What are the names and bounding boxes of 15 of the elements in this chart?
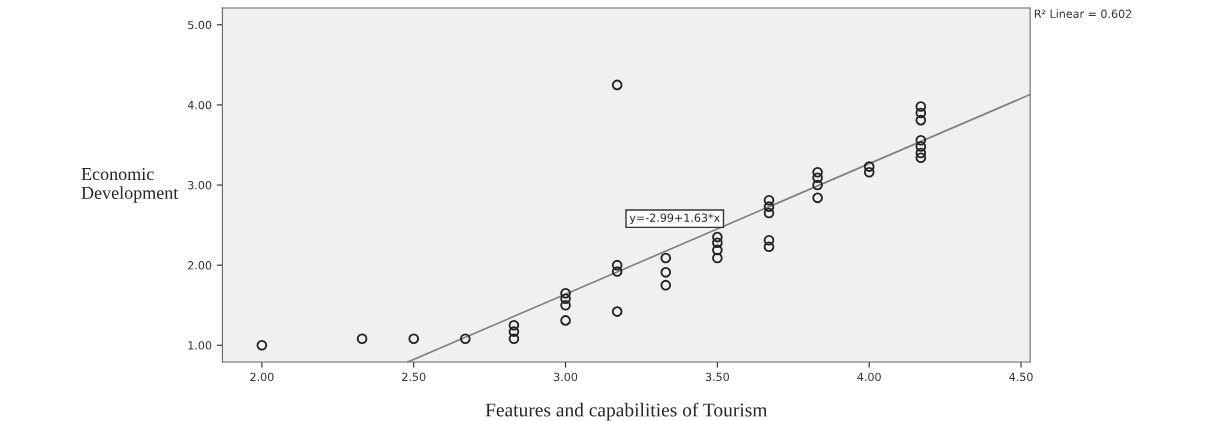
annotation: y=-2.99+1.63*x xyxy=(629,213,720,225)
x-tick-label: 3.50 xyxy=(705,372,730,382)
x-tick-label: 2.50 xyxy=(402,372,426,382)
x-tick-label: 4.50 xyxy=(1009,372,1033,382)
x-tick-label: 3.00 xyxy=(554,372,578,382)
y-axis-title: Economic Development xyxy=(81,167,179,203)
text: R² Linear = 0.602 xyxy=(1034,9,1132,18)
y-tick-label: 2.00 xyxy=(188,261,212,270)
x-tick-label: 2.00 xyxy=(250,372,274,382)
y-tick-label: 1.00 xyxy=(188,341,212,350)
x-tick-label: 4.00 xyxy=(857,372,881,382)
x-axis-title: Features and capabilities of Tourism xyxy=(485,402,768,421)
y-tick-label: 5.00 xyxy=(188,20,212,30)
y-tick-label: 3.00 xyxy=(188,181,212,190)
y-tick-label: 4.00 xyxy=(187,100,212,110)
